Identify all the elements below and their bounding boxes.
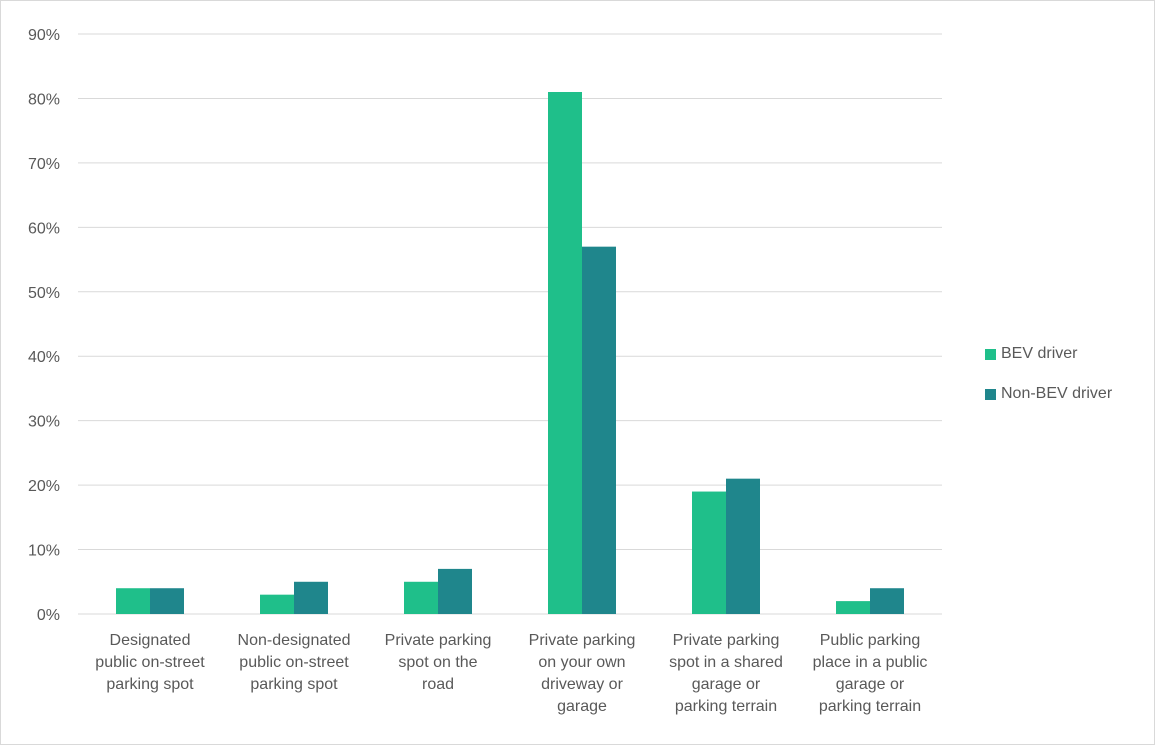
x-axis-category-labels: Designated public on-street parking spot No… — [95, 632, 927, 715]
x-category-label: parking terrain — [819, 698, 921, 715]
bar-bev — [260, 594, 294, 614]
x-category-label: parking spot — [250, 676, 338, 693]
y-tick-label: 80% — [28, 91, 60, 108]
x-category-label: spot in a shared — [669, 654, 783, 671]
x-category-label: public on-street — [95, 654, 205, 671]
bar-bev — [548, 92, 582, 614]
x-category-label: Private parking — [385, 632, 492, 649]
x-category-label: garage — [557, 698, 607, 715]
legend-swatch-bev — [985, 348, 996, 360]
gridlines — [78, 33, 942, 615]
bar-bev — [404, 581, 438, 614]
bar-non-bev — [870, 588, 904, 614]
bar-non-bev — [294, 581, 328, 614]
bar-non-bev — [438, 568, 472, 614]
x-category-label: Private parking — [529, 632, 636, 649]
y-tick-label: 20% — [28, 478, 60, 495]
x-category-label: spot on the — [398, 654, 477, 671]
legend-item-non-bev: Non-BEV driver — [985, 384, 1112, 404]
legend-item-bev: BEV driver — [985, 344, 1112, 364]
x-category-label: on your own — [538, 654, 625, 671]
x-category-label: Non-designated — [238, 632, 351, 649]
y-tick-label: 40% — [28, 349, 60, 366]
y-tick-label: 70% — [28, 156, 60, 173]
x-category-label: public on-street — [239, 654, 349, 671]
bar-bev — [116, 588, 150, 614]
legend: BEV driver Non-BEV driver — [985, 344, 1112, 424]
bar-bev — [692, 491, 726, 614]
x-category-label: garage or — [836, 676, 905, 693]
bar-bev — [836, 601, 870, 614]
x-category-label: Private parking — [673, 632, 780, 649]
y-tick-label: 50% — [28, 285, 60, 302]
bar-non-bev — [726, 478, 760, 614]
y-tick-label: 90% — [28, 27, 60, 44]
x-category-label: place in a public — [813, 654, 928, 671]
bars — [116, 92, 904, 614]
y-axis-tick-labels: 0% 10% 20% 30% 40% 50% 60% 70% 80% 90% — [28, 27, 60, 624]
x-category-label: parking terrain — [675, 698, 777, 715]
y-tick-label: 10% — [28, 543, 60, 560]
y-tick-label: 30% — [28, 414, 60, 431]
legend-label-non-bev: Non-BEV driver — [1001, 385, 1113, 402]
legend-label-bev: BEV driver — [1001, 345, 1078, 362]
x-category-label: Public parking — [820, 632, 921, 649]
x-category-label: road — [422, 676, 454, 693]
bar-non-bev — [582, 246, 616, 614]
y-tick-label: 0% — [37, 607, 60, 624]
x-category-label: garage or — [692, 676, 761, 693]
legend-swatch-non-bev — [985, 388, 996, 400]
y-tick-label: 60% — [28, 220, 60, 237]
x-category-label: parking spot — [106, 676, 194, 693]
x-category-label: driveway or — [541, 676, 623, 693]
x-category-label: Designated — [110, 632, 191, 649]
bar-non-bev — [150, 588, 184, 614]
